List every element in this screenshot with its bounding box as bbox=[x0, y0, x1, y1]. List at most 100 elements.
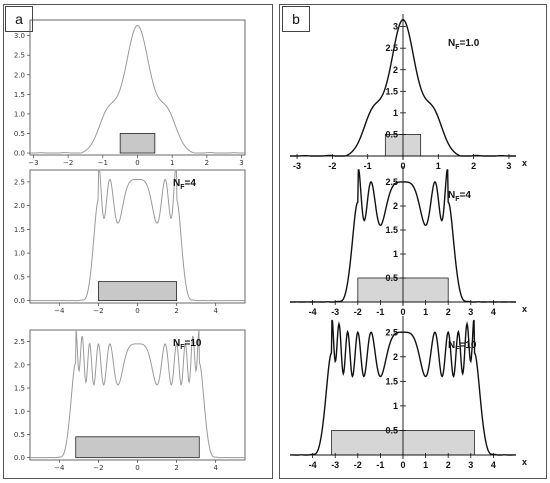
y-tick-label: 0.0 bbox=[14, 297, 25, 305]
panel-a-label: a bbox=[5, 6, 33, 32]
x-tick-label: −2 bbox=[63, 159, 73, 167]
y-tick-label: 2.5 bbox=[385, 327, 398, 337]
x-tick-label: -2 bbox=[328, 161, 336, 171]
x-tick-label: 1 bbox=[170, 159, 174, 167]
panel-a bbox=[3, 4, 273, 479]
x-tick-label: 4 bbox=[213, 307, 218, 315]
y-tick-label: 1.5 bbox=[14, 385, 25, 393]
y-tick-label: 1.5 bbox=[14, 226, 25, 234]
x-tick-label: −1 bbox=[98, 159, 108, 167]
x-tick-label: -2 bbox=[354, 460, 362, 470]
x-tick-label: −2 bbox=[93, 464, 103, 472]
panel-b bbox=[279, 4, 547, 479]
y-tick-label: 2.5 bbox=[14, 338, 25, 346]
x-tick-label: 3 bbox=[239, 159, 243, 167]
x-tick-label: 2 bbox=[205, 159, 209, 167]
chart-a2: −4 −2 0 2 4 0.0 0.5 1.0 1.5 2.0 2.5 NF=4 bbox=[14, 169, 246, 315]
y-tick-label: 1.5 bbox=[385, 376, 398, 386]
x-tick-label: 0 bbox=[400, 460, 405, 470]
chart-a1: −3 −2 −1 0 1 2 3 0.0 0.5 1.0 1.5 2.0 2.5 3.0 bbox=[14, 19, 246, 167]
nf-subscript: F bbox=[180, 184, 185, 191]
y-tick-label: 0.5 bbox=[14, 130, 25, 138]
nf-subscript: F bbox=[455, 44, 460, 51]
x-tick-label: 2 bbox=[471, 161, 476, 171]
y-tick-label: 0.5 bbox=[14, 431, 25, 439]
nf-label-5: NF=10 bbox=[448, 340, 477, 353]
y-tick-label: 2.5 bbox=[385, 177, 398, 187]
x-tick-label: −2 bbox=[93, 307, 103, 315]
y-tick-label: 3.0 bbox=[14, 32, 25, 40]
nf-symbol: N bbox=[448, 340, 455, 351]
x-tick-label: −3 bbox=[28, 159, 38, 167]
y-tick-label: 1.0 bbox=[14, 408, 25, 416]
nf-value: =10 bbox=[185, 338, 202, 349]
y-tick-label: 1.5 bbox=[14, 91, 25, 99]
intensity-curve bbox=[29, 329, 246, 459]
y-tick-label: 2 bbox=[393, 65, 398, 75]
nf-value: =10 bbox=[460, 340, 477, 351]
nf-label-3: NF=1.0 bbox=[448, 38, 480, 51]
nf-label-4: NF=4 bbox=[448, 190, 471, 203]
panel-b-label: b bbox=[282, 6, 310, 32]
y-tick-label: 3 bbox=[393, 22, 398, 32]
y-tick-label: 1 bbox=[393, 249, 398, 259]
x-tick-label: 2 bbox=[174, 464, 178, 472]
nf-subscript: F bbox=[455, 196, 460, 203]
nf-value: =4 bbox=[185, 178, 197, 189]
x-tick-label: 0 bbox=[135, 159, 139, 167]
x-tick-label: 4 bbox=[491, 460, 496, 470]
y-tick-label: 0.5 bbox=[385, 273, 398, 283]
y-tick-label: 0.5 bbox=[385, 129, 398, 139]
y-tick-label: 0.0 bbox=[14, 150, 25, 158]
x-tick-label: -2 bbox=[354, 307, 362, 317]
aperture-box bbox=[75, 436, 200, 459]
y-tick-label: 2 bbox=[393, 352, 398, 362]
y-tick-label: 2.5 bbox=[14, 178, 25, 186]
nf-subscript: F bbox=[180, 344, 185, 351]
x-tick-label: 1 bbox=[423, 307, 428, 317]
x-tick-label: -1 bbox=[376, 307, 384, 317]
aperture-box bbox=[119, 133, 156, 154]
nf-value: =1.0 bbox=[460, 38, 480, 49]
chart-b3: -4 -3 -2 -1 0 1 2 3 4 0.5 1 1.5 2 2.5 x NF=10 bbox=[289, 316, 527, 470]
nf-symbol: N bbox=[448, 190, 455, 201]
y-tick-label: 0.5 bbox=[14, 273, 25, 281]
x-tick-label: -4 bbox=[309, 460, 317, 470]
x-tick-label: −4 bbox=[54, 464, 65, 472]
x-axis-label: x bbox=[522, 457, 527, 467]
x-tick-label: 1 bbox=[423, 460, 428, 470]
x-tick-label: 1 bbox=[436, 161, 441, 171]
nf-label-1: NF=4 bbox=[173, 178, 196, 191]
y-tick-label: 2.0 bbox=[14, 361, 25, 369]
nf-symbol: N bbox=[173, 178, 180, 189]
x-tick-label: -1 bbox=[376, 460, 384, 470]
y-tick-label: 2.0 bbox=[14, 71, 25, 79]
chart-a3: −4 −2 0 2 4 0.0 0.5 1.0 1.5 2.0 2.5 NF=10 bbox=[14, 329, 246, 472]
nf-symbol: N bbox=[173, 338, 180, 349]
x-axis-label: x bbox=[522, 158, 527, 168]
x-tick-label: -3 bbox=[331, 307, 339, 317]
x-tick-label: 2 bbox=[446, 460, 451, 470]
y-tick-label: 2.0 bbox=[14, 202, 25, 210]
x-tick-label: 3 bbox=[468, 460, 473, 470]
x-tick-label: -1 bbox=[364, 161, 372, 171]
x-tick-label: -3 bbox=[331, 460, 339, 470]
y-tick-label: 2 bbox=[393, 201, 398, 211]
aperture-box bbox=[98, 281, 177, 302]
y-tick-label: 1.0 bbox=[14, 110, 25, 118]
x-tick-label: 3 bbox=[506, 161, 511, 171]
x-tick-label: 2 bbox=[446, 307, 451, 317]
x-axis-label: x bbox=[522, 304, 527, 314]
x-tick-label: 2 bbox=[174, 307, 178, 315]
y-tick-label: 0.5 bbox=[385, 425, 398, 435]
x-tick-label: 0 bbox=[400, 307, 405, 317]
intensity-curve bbox=[29, 169, 246, 302]
y-tick-label: 1.5 bbox=[385, 86, 398, 96]
intensity-curve bbox=[30, 24, 245, 154]
chart-b2: -4 -3 -2 -1 0 1 2 3 4 0.5 1 1.5 2 2.5 x NF=4 bbox=[290, 166, 527, 317]
y-tick-label: 2.5 bbox=[14, 52, 25, 60]
y-tick-label: 1.5 bbox=[385, 225, 398, 235]
nf-subscript: F bbox=[455, 346, 460, 353]
y-tick-label: 1 bbox=[393, 401, 398, 411]
